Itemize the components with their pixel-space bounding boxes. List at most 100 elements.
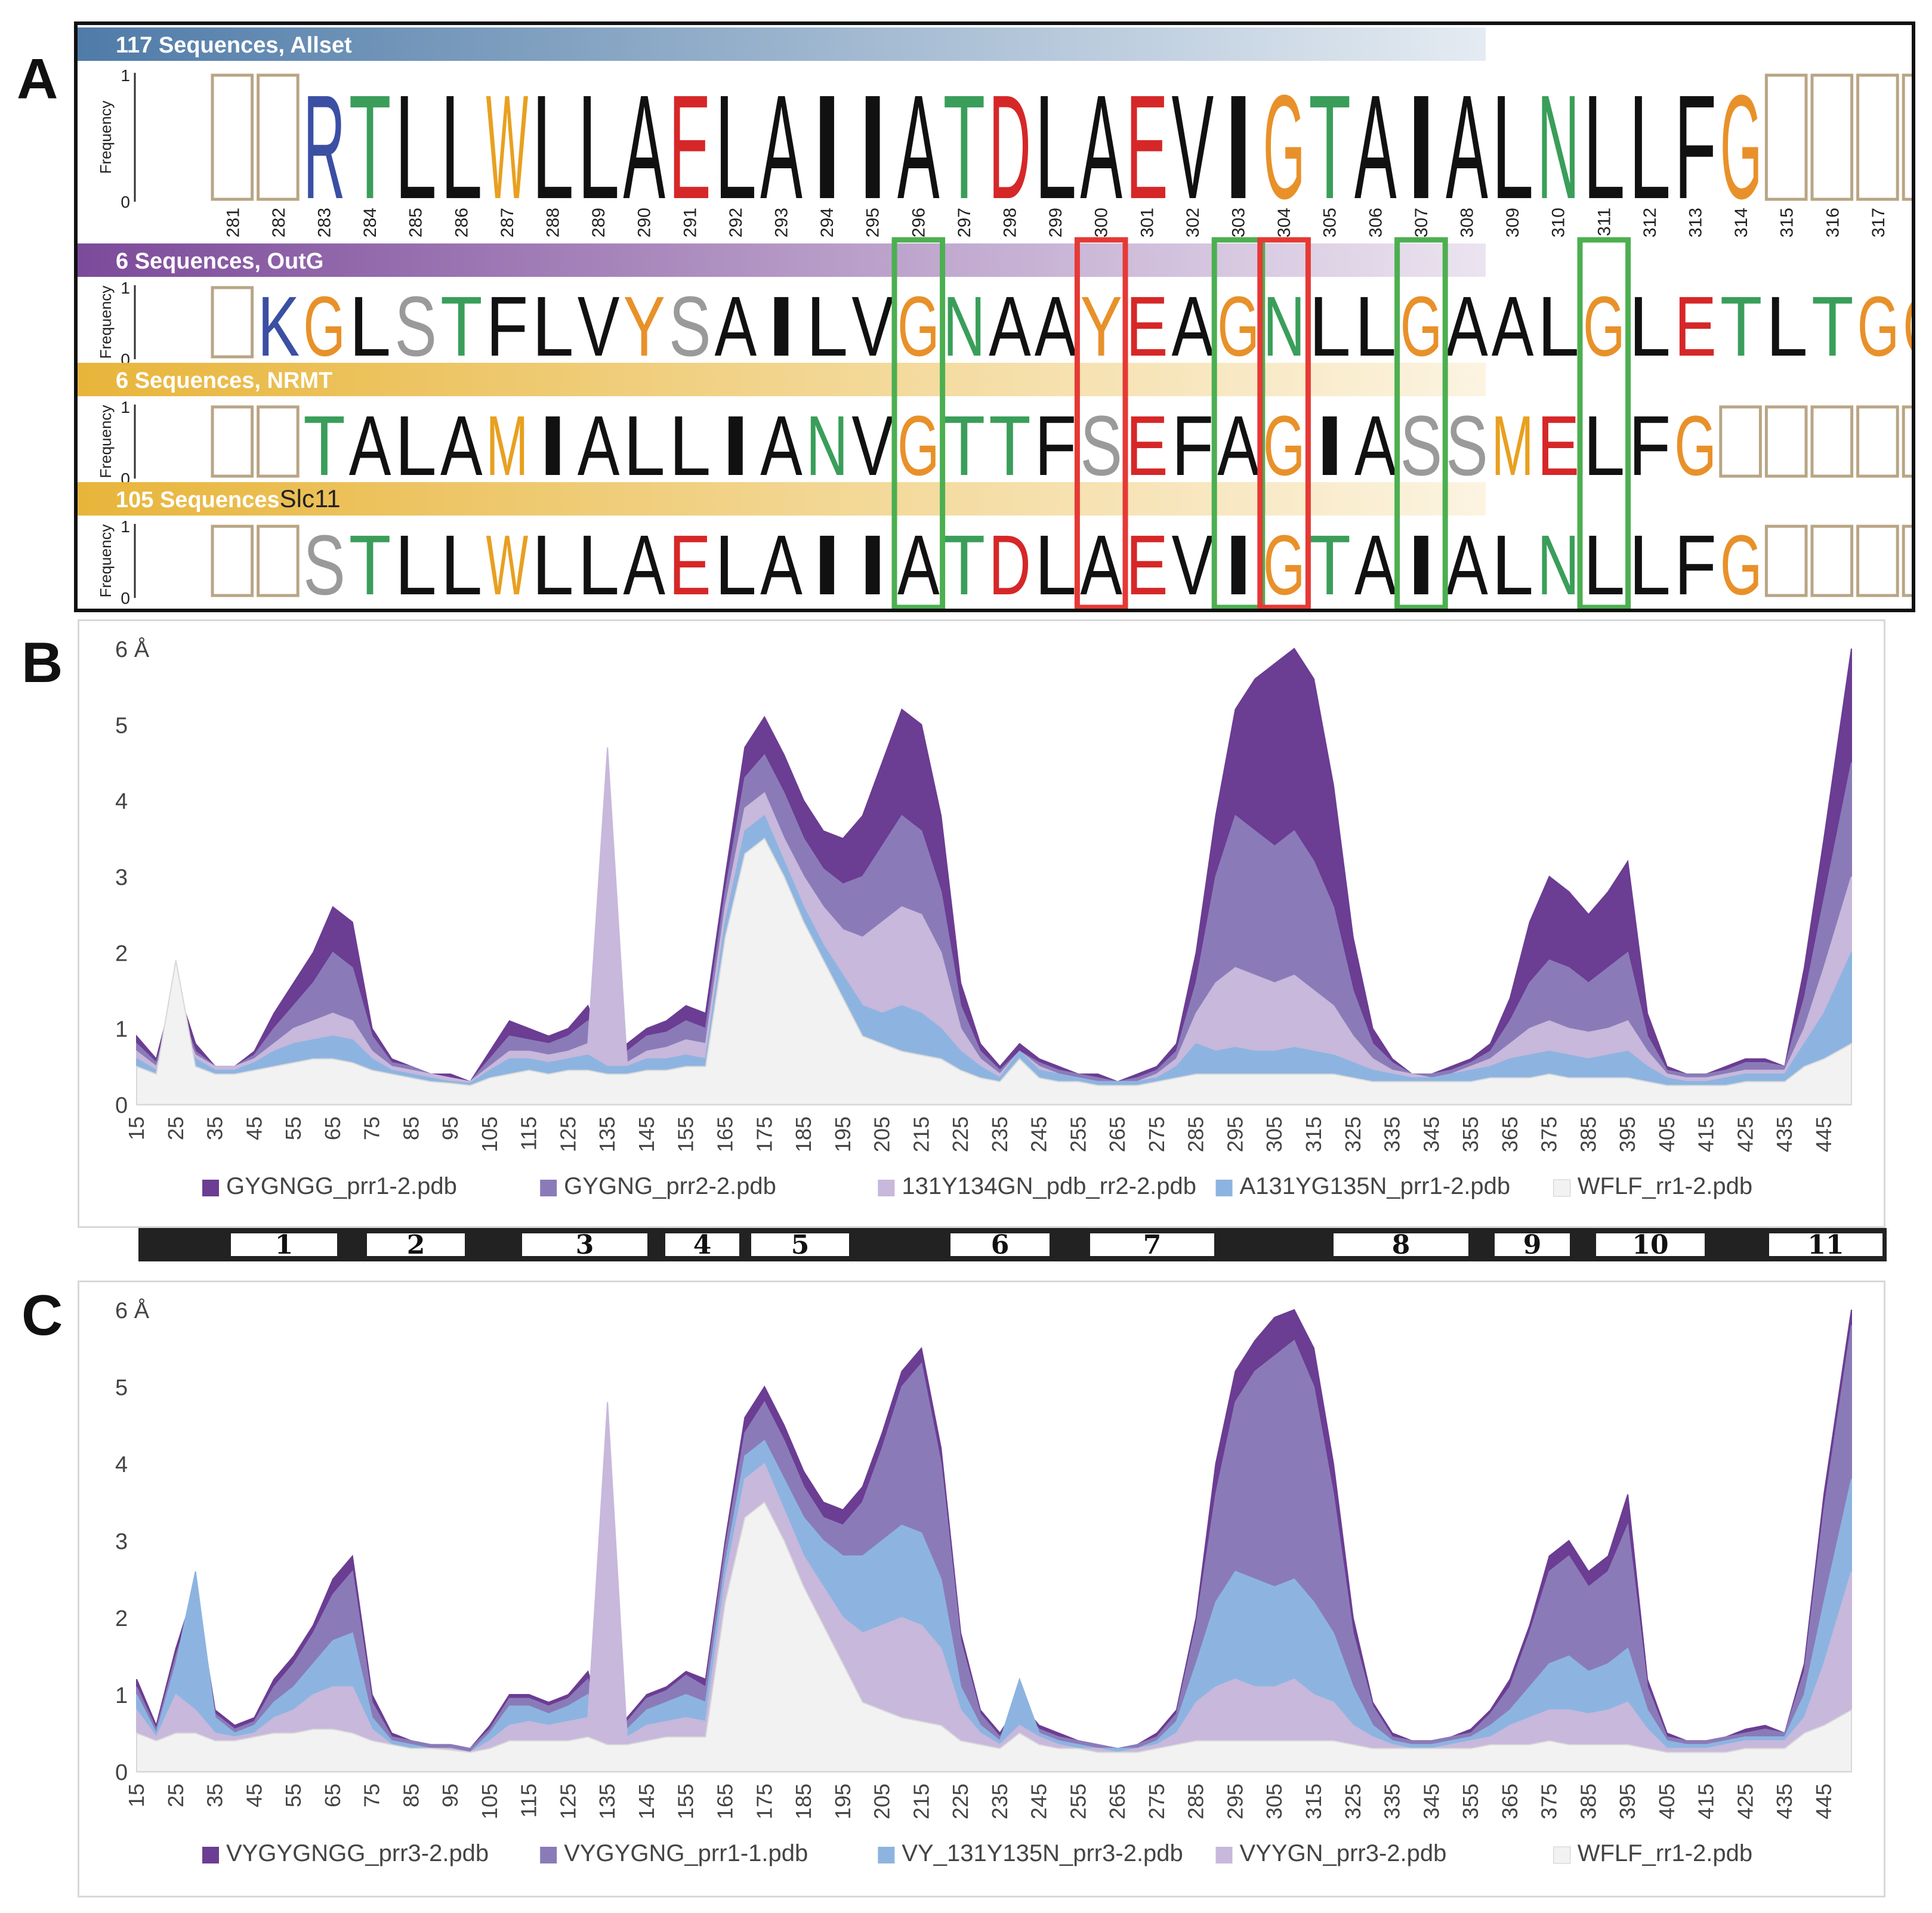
logo-position-label: 300 xyxy=(1092,208,1112,237)
x-tick-label: 245 xyxy=(1027,1116,1051,1152)
x-tick-label: 295 xyxy=(1223,1784,1247,1819)
logo-residue-letter: V xyxy=(1172,64,1214,230)
x-tick-label: 215 xyxy=(909,1784,933,1819)
logo-residue-letter: M xyxy=(486,399,529,493)
x-tick-label: 35 xyxy=(203,1784,227,1807)
logo-banner xyxy=(78,363,1486,396)
y-tick-label: 4 xyxy=(115,789,128,814)
x-tick-label: 315 xyxy=(1301,1116,1326,1152)
legend-label: GYGNG_prr2-2.pdb xyxy=(564,1173,776,1199)
logo-residue-letter: I xyxy=(851,518,894,609)
x-tick-label: 275 xyxy=(1144,1116,1169,1152)
y-tick-label: 0 xyxy=(115,1760,128,1785)
logo-residue-letter: T xyxy=(1308,518,1351,609)
logo-residue-letter: S xyxy=(1080,399,1122,493)
logo-residue-letter: G xyxy=(1263,518,1306,609)
x-tick-label: 195 xyxy=(831,1116,855,1152)
logo-residue-letter: N xyxy=(1537,518,1579,609)
x-tick-label: 285 xyxy=(1184,1116,1208,1152)
logo-residue-letter: E xyxy=(669,518,711,609)
logo-empty-column xyxy=(1856,524,1899,597)
logo-position-label: 283 xyxy=(315,208,335,237)
legend-label: VYYGN_prr3-2.pdb xyxy=(1240,1840,1447,1866)
logo-residue-letter: A xyxy=(1446,64,1488,230)
logo-residue-letter: K xyxy=(258,279,300,374)
transmembrane-segment-bar: 1 2 3 4 5 6 7 8 9 10 11 xyxy=(138,1228,1887,1261)
logo-position-label: 291 xyxy=(680,208,700,237)
x-tick-label: 325 xyxy=(1341,1116,1365,1152)
logo-residue-letter: T xyxy=(349,518,391,609)
y-tick-label: 2 xyxy=(115,1606,128,1631)
logo-position-label: 287 xyxy=(498,208,517,237)
logo-residue-letter: E xyxy=(1126,64,1168,230)
logo-residue-letter: L xyxy=(1629,518,1671,609)
logo-position-label: 317 xyxy=(1869,208,1888,237)
x-tick-label: 25 xyxy=(163,1116,188,1140)
x-tick-label: 215 xyxy=(909,1116,933,1152)
logo-residue-letter: I xyxy=(1400,518,1443,609)
panel-label-c: C xyxy=(21,1283,63,1347)
logo-residue-letter: S xyxy=(394,279,437,374)
logo-residue-letter: L xyxy=(806,279,848,374)
logo-empty-column xyxy=(211,286,254,359)
logo-residue-letter: V xyxy=(1172,518,1214,609)
x-tick-label: 155 xyxy=(674,1784,698,1819)
logo-position-label: 295 xyxy=(863,208,883,237)
logo-position-label: 284 xyxy=(360,208,380,237)
logo-residue-letter: Y xyxy=(1080,279,1122,374)
logo-empty-column xyxy=(257,524,300,597)
tm-segment-11: 11 xyxy=(1767,1230,1884,1260)
x-tick-label: 235 xyxy=(987,1784,1012,1819)
logo-residue-letter: T xyxy=(943,399,986,493)
x-tick-label: 75 xyxy=(360,1116,384,1140)
logo-residue-letter: R xyxy=(303,64,345,230)
x-tick-label: 345 xyxy=(1419,1116,1443,1152)
x-tick-label: 415 xyxy=(1694,1784,1718,1819)
logo-empty-column xyxy=(1810,405,1854,478)
legend-swatch xyxy=(202,1180,219,1196)
y-tick-label: 4 xyxy=(115,1452,128,1477)
x-tick-label: 335 xyxy=(1380,1784,1405,1819)
logo-residue-letter: L xyxy=(1629,279,1671,374)
legend-label: VYGYGNGG_prr3-2.pdb xyxy=(226,1840,489,1866)
logo-residue-letter: T xyxy=(440,279,483,374)
x-tick-label: 145 xyxy=(634,1784,659,1819)
x-tick-label: 175 xyxy=(752,1784,776,1819)
logo-position-label: 299 xyxy=(1046,208,1066,237)
x-tick-label: 95 xyxy=(438,1116,462,1140)
logo-residue-letter: A xyxy=(1080,518,1122,609)
y-tick-label: 5 xyxy=(115,1375,128,1400)
logo-y-axis-label: Frequency xyxy=(97,286,115,359)
logo-residue-letter: A xyxy=(1446,518,1488,609)
x-tick-label: 375 xyxy=(1537,1784,1561,1819)
logo-residue-letter: L xyxy=(1035,64,1077,230)
x-tick-label: 435 xyxy=(1772,1784,1797,1819)
x-tick-label: 385 xyxy=(1576,1784,1600,1819)
logo-empty-column xyxy=(1810,73,1854,201)
x-tick-label: 325 xyxy=(1341,1784,1365,1819)
logo-position-label: 286 xyxy=(452,208,471,237)
logo-position-label: 298 xyxy=(1001,208,1020,237)
logo-banner-label: 105 SequencesSlc11 xyxy=(116,485,341,513)
logo-residue-letter: T xyxy=(1811,279,1854,374)
x-tick-label: 105 xyxy=(477,1116,502,1152)
logo-residue-letter: W xyxy=(486,64,529,230)
logo-residue-letter: S xyxy=(669,279,711,374)
logo-residue-letter: A xyxy=(1354,64,1397,230)
logo-position-label: 288 xyxy=(544,208,563,237)
logo-position-label: 307 xyxy=(1412,208,1431,237)
logo-residue-letter: T xyxy=(1720,279,1763,374)
logo-residue-letter: N xyxy=(1537,64,1579,230)
tm-segment-8: 8 xyxy=(1332,1230,1470,1260)
conserved-position-box xyxy=(1577,237,1631,609)
logo-residue-letter: A xyxy=(1354,518,1397,609)
logo-empty-column xyxy=(1856,405,1899,478)
logo-residue-letter: A xyxy=(1035,279,1077,374)
x-tick-label: 255 xyxy=(1066,1784,1090,1819)
logo-position-label: 290 xyxy=(635,208,655,237)
logo-residue-letter: I xyxy=(760,279,803,374)
logo-residue-letter: L xyxy=(394,64,437,230)
logo-y-axis-label: Frequency xyxy=(97,101,115,174)
